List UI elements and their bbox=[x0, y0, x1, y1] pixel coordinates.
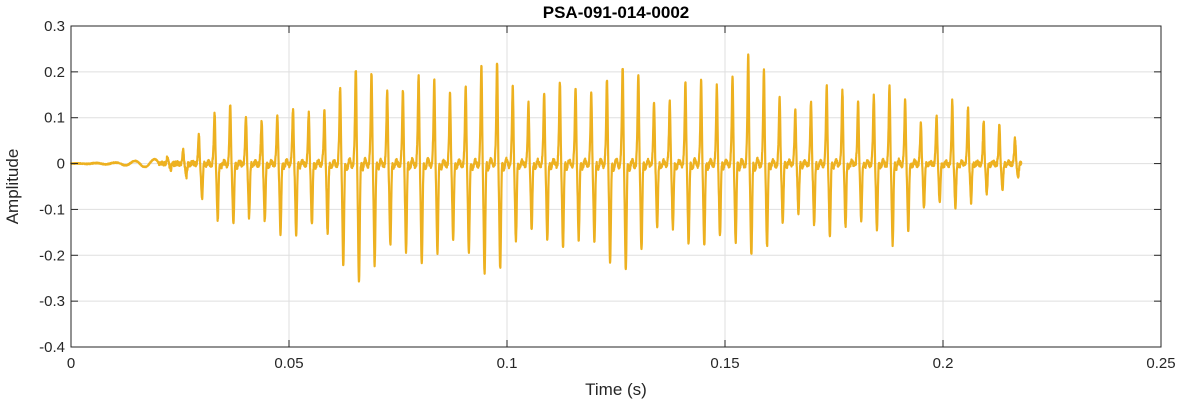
y-tick-label: 0.2 bbox=[44, 64, 65, 81]
y-axis-label: Amplitude bbox=[3, 149, 22, 225]
x-tick-label: 0.2 bbox=[933, 355, 954, 372]
y-tick-label: 0.3 bbox=[44, 18, 65, 35]
x-tick-label: 0.15 bbox=[710, 355, 739, 372]
y-tick-label: 0.1 bbox=[44, 110, 65, 127]
y-tick-label: -0.1 bbox=[39, 201, 65, 218]
y-tick-label: -0.4 bbox=[39, 339, 65, 356]
x-tick-label: 0.1 bbox=[497, 355, 518, 372]
y-tick-label: -0.2 bbox=[39, 247, 65, 264]
x-tick-label: 0.25 bbox=[1146, 355, 1175, 372]
chart-title: PSA-091-014-0002 bbox=[543, 3, 689, 22]
axis-ticks: 0 0.05 0.1 0.15 0.2 0.25 -0.4 -0.3 -0.2 -0.1 0 0.1 0… bbox=[39, 18, 1175, 372]
y-tick-label: -0.3 bbox=[39, 293, 65, 310]
plot-frame bbox=[70, 25, 1162, 348]
x-tick-label: 0.05 bbox=[274, 355, 303, 372]
y-tick-label: 0 bbox=[57, 156, 65, 173]
x-axis-label: Time (s) bbox=[585, 380, 647, 399]
waveform-series-line bbox=[69, 53, 1023, 283]
x-tick-label: 0 bbox=[67, 355, 75, 372]
